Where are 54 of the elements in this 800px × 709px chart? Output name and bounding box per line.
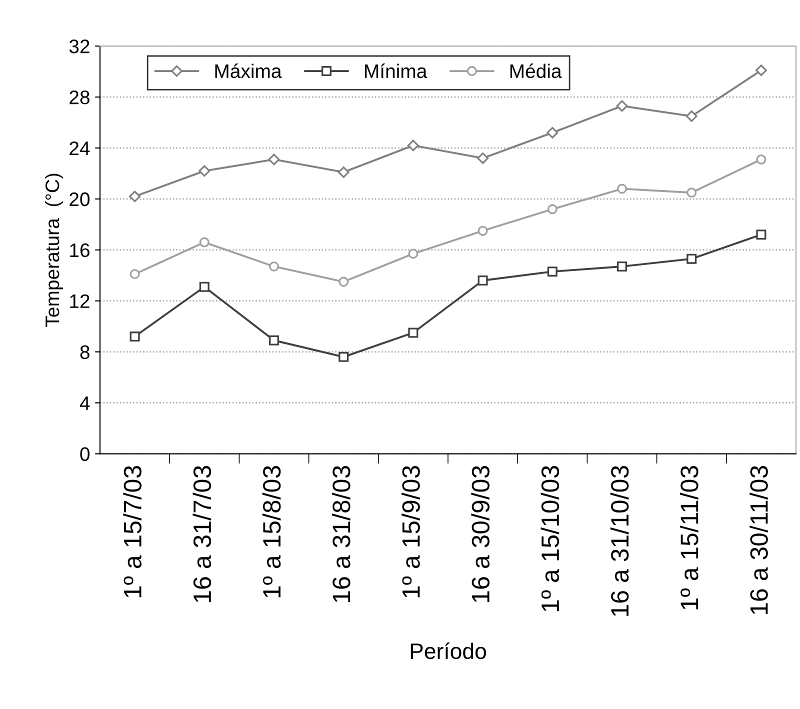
x-tick-label: 16 a 31/10/03: [610, 466, 629, 616]
y-axis-title: Temperatura (°C): [44, 174, 64, 327]
point: [616, 100, 628, 112]
point: [269, 261, 279, 272]
x-tick-label: 16 a 30/9/03: [471, 466, 490, 602]
x-tick-label: 16 a 30/11/03: [750, 466, 768, 614]
point: [756, 230, 766, 240]
point: [199, 282, 210, 292]
point: [338, 166, 350, 178]
y-tick-label: 12: [70, 294, 90, 308]
x-tick-label: 16 a 31/8/03: [332, 466, 350, 602]
y-tick-label: 8: [80, 345, 90, 360]
legend-label: Máxima: [215, 64, 282, 78]
point: [199, 237, 210, 248]
point: [407, 140, 419, 152]
y-tick-label: 20: [70, 192, 90, 206]
point: [269, 335, 279, 346]
point: [686, 188, 697, 198]
y-tick-label: 4: [80, 396, 90, 410]
x-axis-title: Período: [410, 642, 486, 660]
x-tick-label: 1º a 15/7/03: [123, 466, 142, 598]
point: [338, 352, 349, 362]
x-tick-label: 1º a 15/9/03: [402, 466, 420, 598]
point: [408, 328, 418, 338]
x-tick-label: 16 a 31/7/03: [192, 466, 212, 602]
point: [338, 276, 349, 287]
y-tick-label: 16: [70, 243, 90, 258]
x-tick-label: 1º a 15/10/03: [540, 466, 560, 612]
point: [478, 275, 488, 286]
point: [617, 261, 627, 272]
legend-label: Média: [510, 64, 562, 78]
point: [547, 266, 558, 277]
point: [546, 126, 558, 138]
point: [477, 152, 489, 164]
legend-label: Mínima: [365, 64, 428, 78]
point: [130, 269, 140, 280]
x-tick-label: 1º a 15/8/03: [262, 466, 281, 598]
point: [547, 204, 558, 214]
point: [129, 190, 141, 202]
y-tick-label: 0: [80, 447, 90, 461]
y-tick-label: 32: [69, 40, 90, 54]
point: [686, 110, 698, 122]
y-tick-label: 24: [70, 141, 90, 156]
point: [686, 254, 697, 264]
x-tick-label: 1º a 15/11/03: [680, 466, 698, 610]
point: [756, 154, 766, 164]
point: [478, 226, 488, 236]
point: [268, 154, 280, 166]
point: [130, 332, 140, 342]
point: [755, 64, 767, 76]
point: [408, 248, 418, 259]
y-tick-label: 28: [70, 90, 90, 104]
point: [617, 184, 627, 194]
point: [198, 165, 210, 177]
